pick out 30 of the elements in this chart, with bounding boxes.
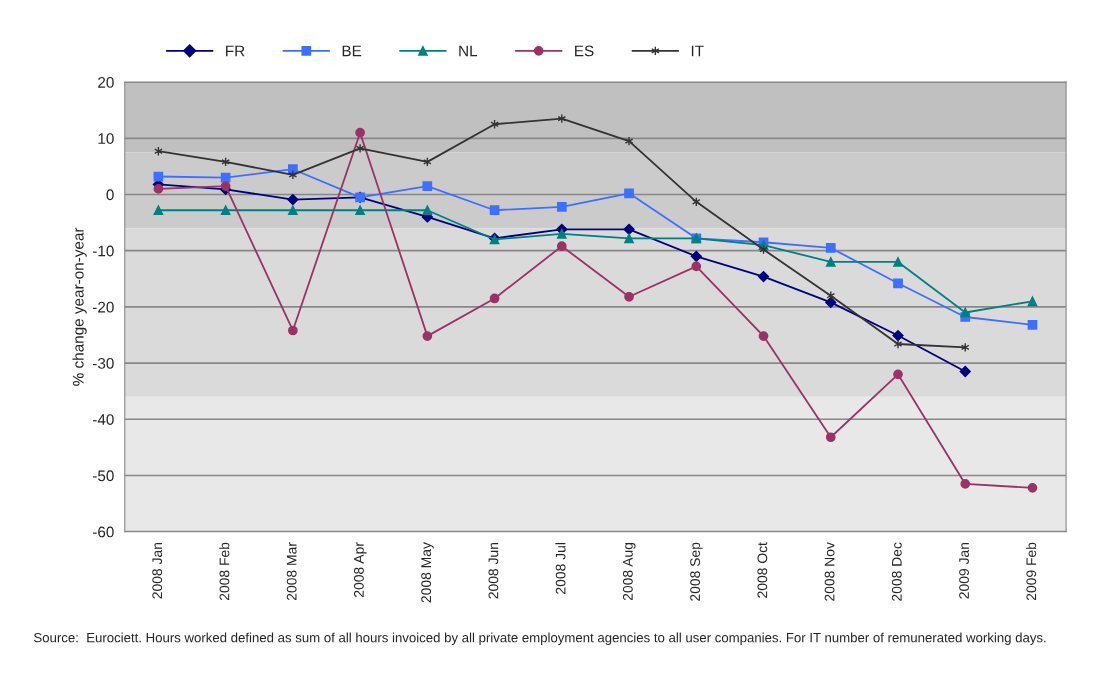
y-tick-label: -30 [92, 357, 114, 369]
x-tick-label: 2008 Apr [353, 542, 367, 597]
source-note: Source: Eurociett. Hours worked defined as sum of all hours invoiced by all private employment agencies to all user companies. For IT number of remunerated working days. [34, 632, 1046, 645]
x-tick-label: 2009 Jan [959, 542, 969, 599]
x-tick-label: 2008 Dec [891, 542, 902, 601]
y-tick-label: -60 [92, 526, 114, 538]
x-tick-label: 2008 Sep [690, 542, 703, 601]
legend-label: NL [459, 45, 478, 57]
y-axis-title: % change year-on-year [72, 227, 87, 386]
y-tick-label: -40 [92, 414, 114, 425]
x-tick-label: 2008 Mar [286, 542, 297, 601]
x-tick-label: 2008 May [421, 542, 434, 603]
x-tick-label: 2009 Feb [1026, 542, 1037, 601]
x-tick-label: 2008 Jan [152, 542, 163, 599]
y-tick-label: 10 [98, 133, 114, 144]
legend-label: FR [226, 45, 245, 57]
y-tick-label: -50 [92, 470, 114, 482]
y-tick-label: -20 [92, 301, 114, 313]
legend-label: ES [575, 45, 594, 57]
x-tick-label: 2008 Nov [824, 542, 835, 601]
legend-label: BE [342, 45, 362, 57]
x-tick-label: 2008 Oct [757, 542, 768, 598]
x-tick-label: 2008 Jul [555, 543, 566, 594]
y-tick-label: 20 [98, 76, 114, 88]
y-tick-label: -10 [92, 245, 114, 257]
x-tick-label: 2008 Jun [488, 542, 499, 599]
legend-label: IT [691, 45, 704, 57]
x-tick-label: 2008 Aug [622, 542, 636, 601]
y-tick-label: 0 [106, 189, 114, 201]
x-tick-label: 2008 Feb [219, 542, 230, 601]
